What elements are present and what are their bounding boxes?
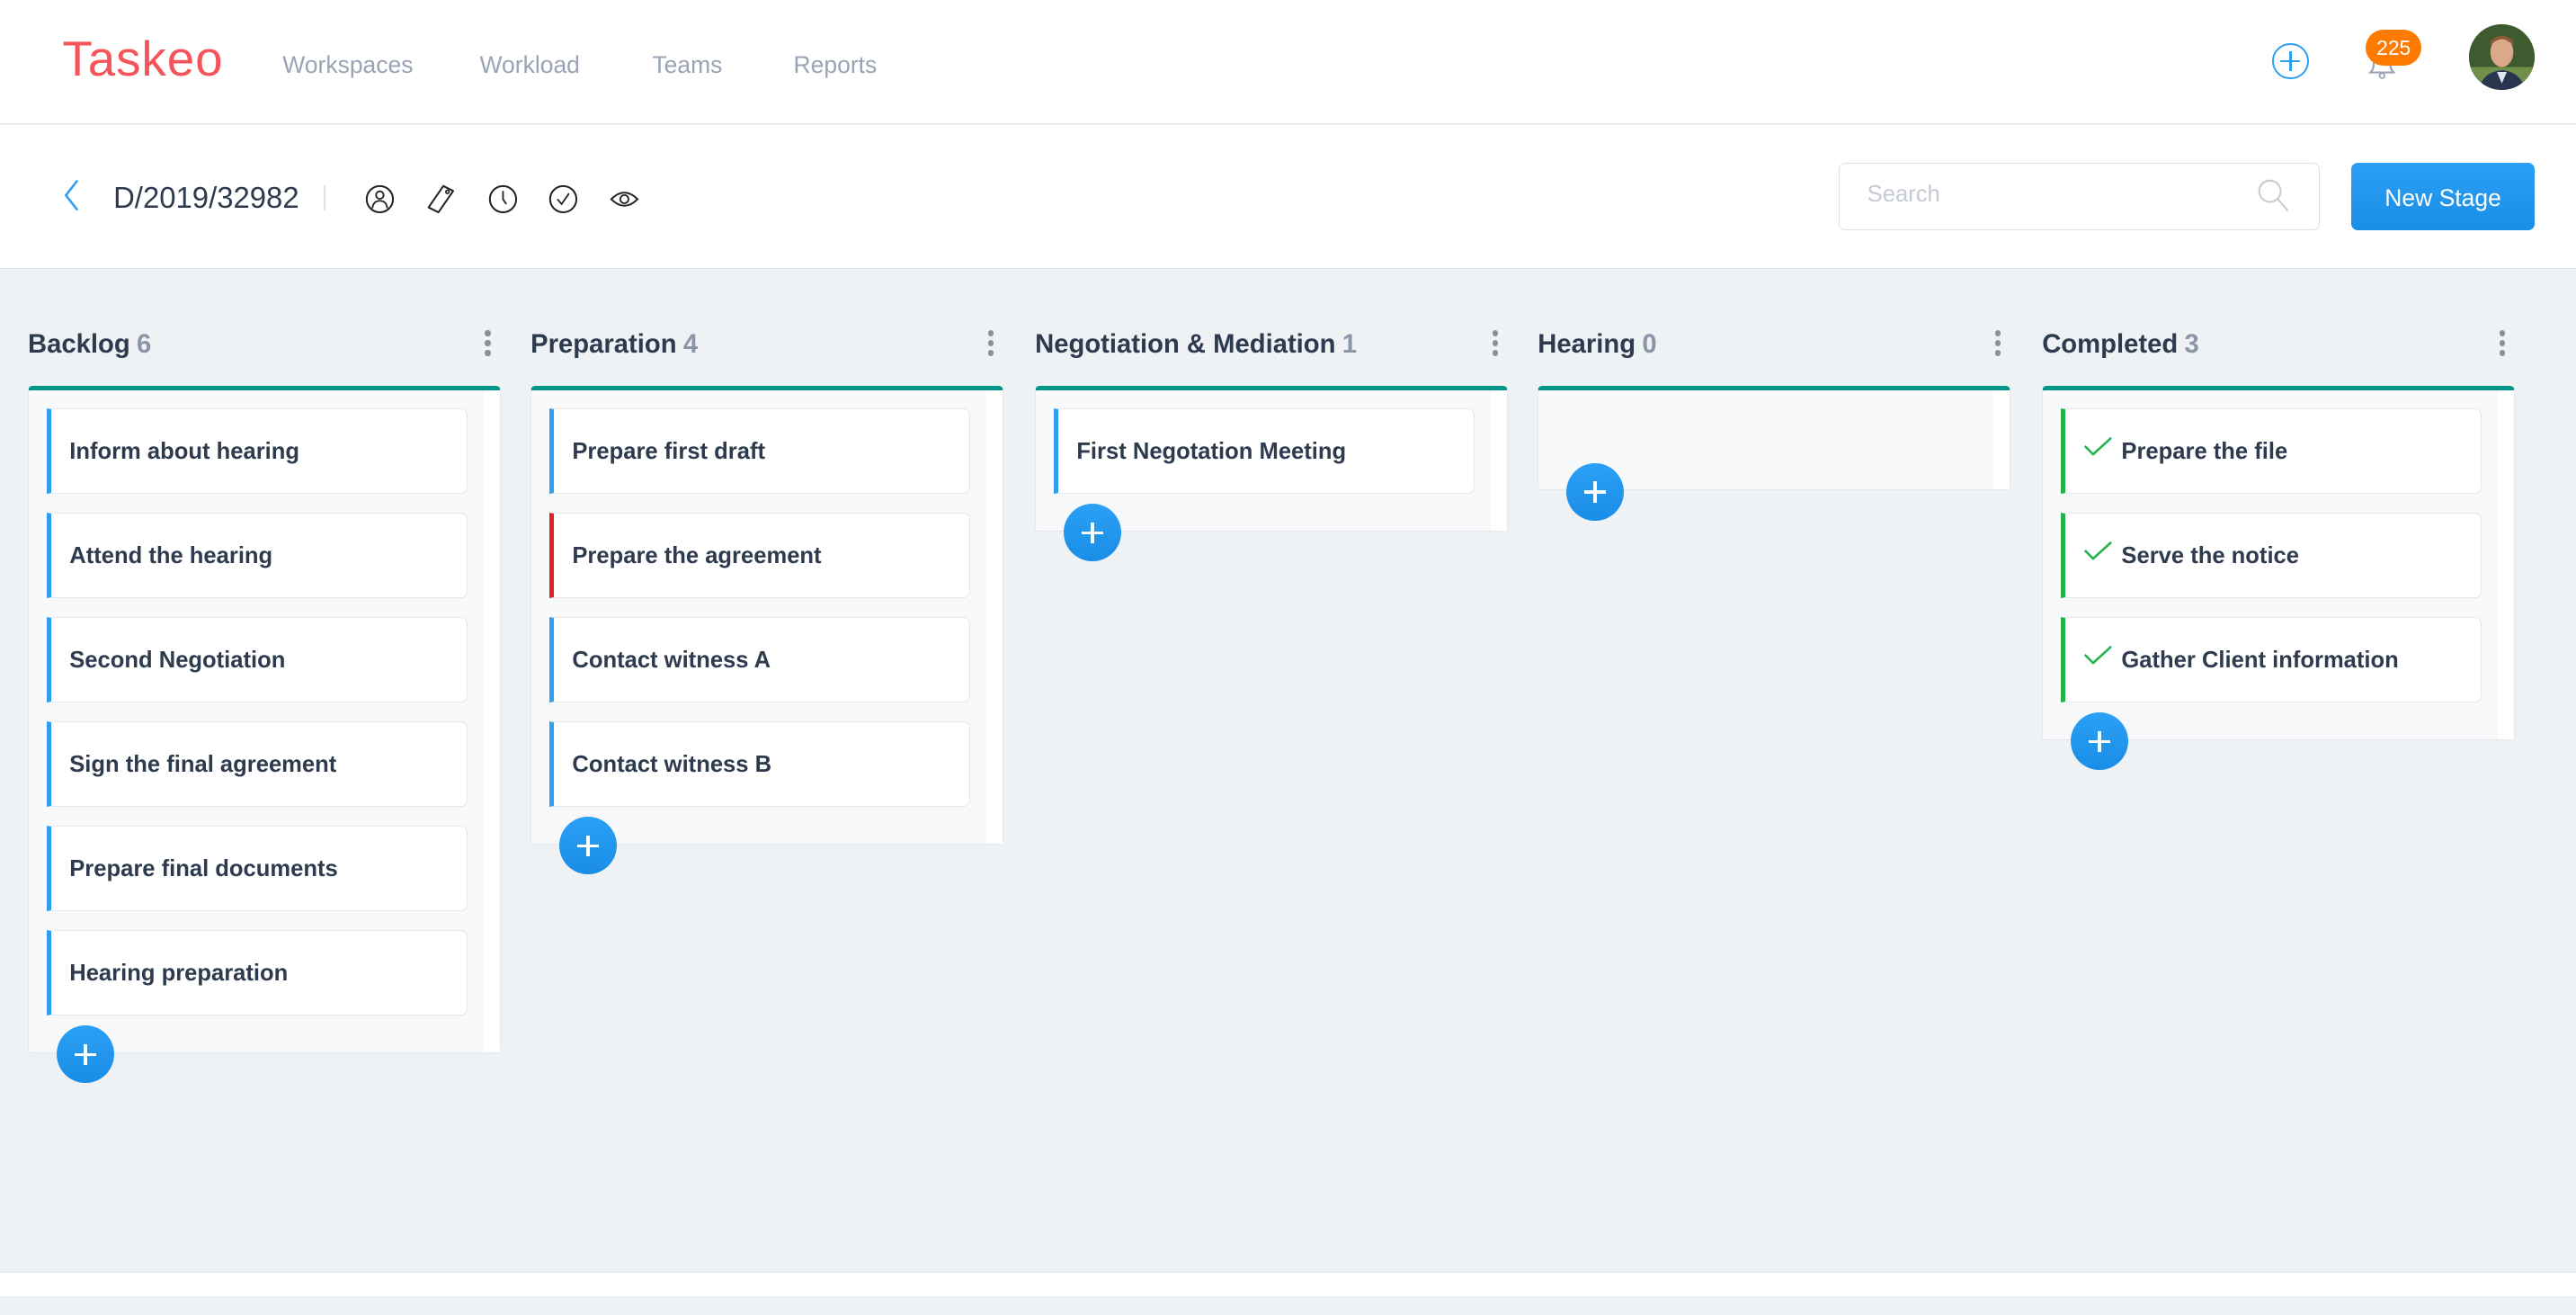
stage-title: Negotiation & Mediation 1 [1035, 330, 1357, 360]
stage-panel: Inform about hearing Attend the hearing Se… [28, 386, 502, 1084]
stage-column: Backlog 6 Inform about hearing Attend the h… [28, 322, 502, 1084]
stage-name: Hearing [1538, 330, 1636, 360]
stage-count: 3 [2184, 330, 2199, 360]
task-card[interactable]: Gather Client information [2061, 617, 2482, 703]
checkmark-icon [2084, 436, 2113, 456]
stage-count: 0 [1642, 330, 1657, 360]
task-card[interactable]: Second Negotiation [47, 617, 468, 703]
more-vertical-icon[interactable] [2497, 330, 2507, 356]
task-card[interactable]: Prepare final documents [47, 826, 468, 912]
search-box[interactable] [1838, 162, 2320, 230]
task-label: Prepare first draft [572, 439, 766, 465]
tag-icon[interactable] [425, 184, 455, 214]
task-card[interactable]: Prepare the agreement [549, 513, 971, 599]
stage-count: 1 [1341, 330, 1358, 360]
stage-title: Backlog 6 [28, 330, 151, 360]
more-vertical-icon[interactable] [985, 330, 995, 356]
stage-panel: Prepare first draft Prepare the agreement… [530, 386, 1004, 875]
nav-reports[interactable]: Reports [793, 50, 878, 78]
clock-icon[interactable] [488, 184, 518, 214]
task-label: Prepare the agreement [572, 543, 822, 569]
task-list: Prepare first draft Prepare the agreement… [531, 408, 1003, 808]
task-card[interactable]: Serve the notice [2061, 513, 2482, 599]
search-icon[interactable] [2257, 178, 2293, 214]
stage-column: Hearing 0 [1538, 322, 2011, 521]
stage-count: 6 [137, 330, 152, 360]
task-list: First Negotation Meeting [1036, 408, 1507, 495]
task-card[interactable]: Attend the hearing [47, 513, 468, 599]
stage-header: Negotiation & Mediation 1 [1035, 322, 1508, 371]
nav-workspaces[interactable]: Workspaces [282, 50, 414, 78]
avatar[interactable] [2469, 24, 2536, 91]
task-label: Prepare the file [2121, 439, 2288, 465]
board-toolbar: D/2019/32982 New Stage [0, 124, 2576, 269]
stage-header: Hearing 0 [1538, 322, 2010, 371]
task-card[interactable]: Contact witness B [549, 721, 971, 808]
task-list: Prepare the file Serve the notice Gather C… [2043, 408, 2514, 703]
nav-workload[interactable]: Workload [479, 50, 580, 78]
stage-panel [1538, 386, 2011, 521]
task-card[interactable]: Inform about hearing [47, 408, 468, 495]
eye-icon[interactable] [610, 184, 639, 214]
task-card[interactable]: First Negotation Meeting [1054, 408, 1475, 495]
checkmark-icon [2084, 541, 2113, 560]
stage-name: Backlog [28, 330, 130, 360]
task-label: Sign the final agreement [69, 752, 337, 778]
logo[interactable]: Taskeo [62, 30, 224, 86]
divider [323, 185, 325, 210]
task-label: Attend the hearing [69, 543, 273, 569]
stage-panel: Prepare the file Serve the notice Gather C… [2042, 386, 2516, 771]
task-label: Contact witness A [572, 648, 771, 674]
stage-title: Completed 3 [2042, 330, 2199, 360]
stage-column: Preparation 4 Prepare first draft Prepare t… [530, 322, 1004, 875]
add-task-button[interactable] [57, 1025, 115, 1084]
new-stage-button[interactable]: New Stage [2350, 162, 2536, 230]
task-label: Second Negotiation [69, 648, 286, 674]
stage-header: Completed 3 [2042, 322, 2515, 371]
task-label: First Negotation Meeting [1076, 439, 1347, 465]
task-label: Hearing preparation [69, 961, 289, 987]
notification-badge[interactable]: 225 [2366, 29, 2422, 67]
more-vertical-icon[interactable] [1992, 330, 2002, 356]
stage-name: Negotiation & Mediation [1035, 330, 1336, 360]
task-label: Prepare final documents [69, 856, 338, 882]
stage-column: Negotiation & Mediation 1 First Negotation… [1035, 322, 1509, 562]
stage-name: Preparation [530, 330, 677, 360]
task-card[interactable]: Prepare first draft [549, 408, 971, 495]
check-circle-icon[interactable] [548, 184, 578, 214]
task-card[interactable]: Hearing preparation [47, 930, 468, 1016]
nav-teams[interactable]: Teams [652, 50, 723, 78]
footer-bar [0, 1272, 2576, 1296]
plus-circle-icon[interactable] [2272, 42, 2309, 80]
search-input[interactable] [1864, 180, 2249, 210]
stage-column: Completed 3 Prepare the file Serve the noti… [2042, 322, 2516, 771]
add-task-button[interactable] [2071, 712, 2129, 771]
add-task-button[interactable] [1566, 462, 1625, 521]
stage-title: Hearing 0 [1538, 330, 1656, 360]
user-icon[interactable] [365, 184, 395, 214]
task-label: Contact witness B [572, 752, 772, 778]
stage-name: Completed [2042, 330, 2179, 360]
more-vertical-icon[interactable] [483, 330, 493, 356]
stage-title: Preparation 4 [530, 330, 698, 360]
stage-header: Backlog 6 [28, 322, 501, 371]
task-card[interactable]: Sign the final agreement [47, 721, 468, 808]
checkmark-icon [2084, 645, 2113, 665]
task-label: Inform about hearing [69, 439, 300, 465]
add-task-button[interactable] [1064, 504, 1122, 562]
stage-panel: First Negotation Meeting [1035, 386, 1509, 562]
top-navbar: Taskeo Workspaces Workload Teams Reports… [0, 0, 2576, 125]
task-card[interactable]: Prepare the file [2061, 408, 2482, 495]
task-list: Inform about hearing Attend the hearing Se… [29, 408, 500, 1016]
task-label: Serve the notice [2121, 543, 2299, 569]
more-vertical-icon[interactable] [1490, 330, 1500, 356]
task-card[interactable]: Contact witness A [549, 617, 971, 703]
back-chevron-icon[interactable] [59, 177, 83, 213]
task-label: Gather Client information [2121, 648, 2399, 674]
task-list [1538, 408, 2010, 452]
case-title: D/2019/32982 [113, 180, 299, 214]
stage-count: 4 [682, 330, 699, 360]
add-task-button[interactable] [559, 817, 618, 875]
stage-header: Preparation 4 [530, 322, 1003, 371]
